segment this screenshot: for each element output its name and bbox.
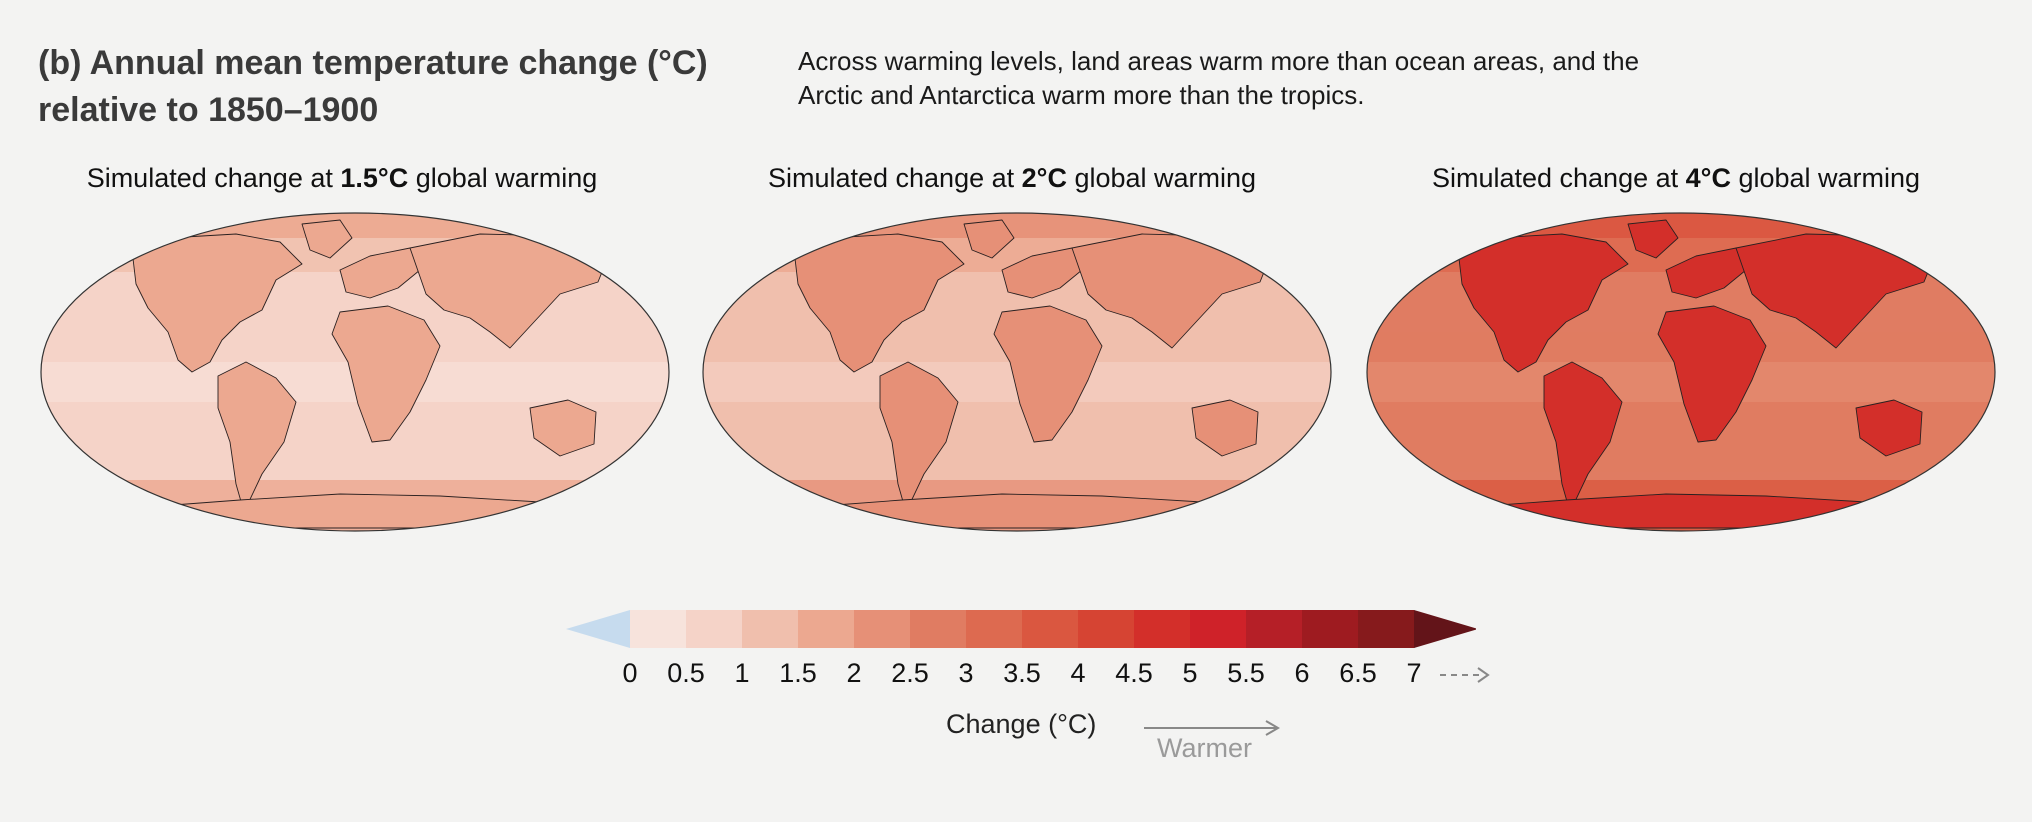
colorbar-bin [686,610,743,648]
colorbar-bin [966,610,1023,648]
colorbar-bin [1302,610,1359,648]
continent-south-america [1543,361,1623,513]
colorbar-label: Change (°C) [946,709,1097,739]
colorbar-tick-label: 1 [734,658,750,688]
colorbar-bin [742,610,799,648]
arctic-band [41,213,669,238]
map-panel-3 [1366,212,1996,532]
colorbar-tick-label: 3 [958,658,974,688]
continent-greenland [963,219,1015,259]
figure-title: (b) Annual mean temperature change (°C) … [38,40,758,134]
colorbar-tick-label: 0 [622,658,638,688]
colorbar-bin [1078,610,1135,648]
colorbar [566,604,1476,654]
colorbar-tick-label: 0.5 [667,658,705,688]
colorbar-bin [798,610,855,648]
colorbar-bin [1022,610,1079,648]
panel-warming-level: 1.5°C [340,163,409,193]
colorbar-above-arrow [1414,610,1476,648]
colorbar-bin [630,610,687,648]
description-line-1: Across warming levels, land areas warm m… [798,46,1640,76]
continent-north-america [1457,233,1629,373]
continent-europe [1665,247,1747,299]
panel-title-2: Simulated change at 2°C global warming [692,163,1332,194]
world-map-2 [702,212,1332,532]
colorbar-tick-label: 2.5 [891,658,929,688]
colorbar-below-arrow [566,610,630,648]
panel-title-prefix: Simulated change at [1431,163,1686,193]
colorbar-bin [1190,610,1247,648]
title-line-1: (b) Annual mean temperature change (°C) [38,44,708,82]
map-outline [1366,212,1996,532]
continent-europe [339,247,421,299]
colorbar-tick-label: 5 [1182,658,1198,688]
colorbar-tick-label: 5.5 [1227,658,1265,688]
colorbar-tick-label: 7 [1406,658,1422,688]
continent-greenland [1627,219,1679,259]
warmer-label: Warmer [1157,733,1252,763]
continent-africa [331,305,441,443]
colorbar-bin [1358,610,1415,648]
world-map-1 [40,212,670,532]
map-outline [702,212,1332,532]
arctic-band [1367,213,1995,238]
map-outline [40,212,670,532]
colorbar-bin [854,610,911,648]
map-panel-2 [702,212,1332,532]
panel-title-1: Simulated change at 1.5°C global warming [22,163,662,194]
panel-title-3: Simulated change at 4°C global warming [1356,163,1996,194]
continent-australia [529,399,597,457]
panel-title-suffix: global warming [1066,163,1257,193]
description-line-2: Arctic and Antarctica warm more than the… [798,80,1365,110]
figure-description: Across warming levels, land areas warm m… [798,44,1798,112]
continent-africa [1657,305,1767,443]
continent-south-america [879,361,959,513]
arctic-band [703,213,1331,238]
panel-title-prefix: Simulated change at [767,163,1022,193]
title-line-2: relative to 1850–1900 [38,91,379,129]
map-panel-1 [40,212,670,532]
continent-south-america [217,361,297,513]
continent-australia [1191,399,1259,457]
continent-europe [1001,247,1083,299]
panel-title-suffix: global warming [408,163,598,193]
colorbar-tick-label: 2 [846,658,862,688]
colorbar-scale [566,610,1476,648]
colorbar-tick-label: 4 [1070,658,1086,688]
continent-africa [993,305,1103,443]
world-map-3 [1366,212,1996,532]
continent-north-america [793,233,965,373]
panel-warming-level: 4°C [1685,163,1731,193]
colorbar-tick-label: 1.5 [779,658,817,688]
colorbar-tick-label: 6 [1294,658,1310,688]
continent-greenland [301,219,353,259]
colorbar-tick-label: 6.5 [1339,658,1377,688]
panel-warming-level: 2°C [1021,163,1067,193]
panel-title-suffix: global warming [1730,163,1921,193]
arrow-right-icon [1144,720,1280,736]
colorbar-tick-label: 4.5 [1115,658,1153,688]
continent-australia [1855,399,1923,457]
dashed-arrow-icon [1440,667,1490,683]
continent-north-america [131,233,303,373]
colorbar-bin [910,610,967,648]
colorbar-bin [1134,610,1191,648]
colorbar-tick-label: 3.5 [1003,658,1041,688]
colorbar-bin [1246,610,1303,648]
panel-title-prefix: Simulated change at [86,163,341,193]
